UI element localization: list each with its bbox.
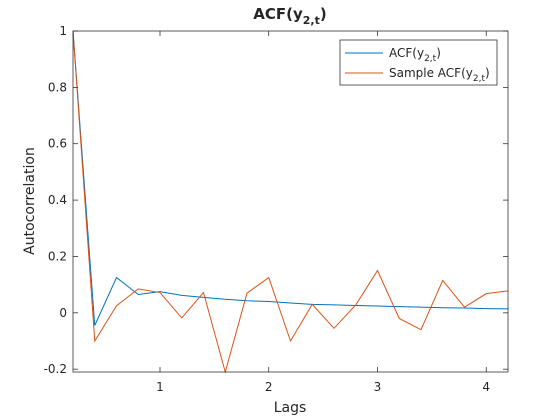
- legend-label-sample-acf: Sample ACF(y2,t): [389, 66, 490, 84]
- tick-layer: 1 2 3 4 -0.2 0 0.2 0.4 0.6 0.8 1: [44, 24, 508, 394]
- y-tick-label: 1: [59, 24, 67, 38]
- plot-area: [73, 31, 508, 372]
- y-tick-label: -0.2: [44, 362, 67, 376]
- y-tick-label: 0.2: [48, 249, 67, 263]
- chart-title-main: ACF(y: [253, 5, 303, 23]
- chart-title-subscript: 2,t: [303, 14, 320, 27]
- series-line-sample-acf: [72, 30, 509, 374]
- y-tick-label: 0.6: [48, 137, 67, 151]
- legend-box: [339, 39, 498, 86]
- x-tick-label: 2: [265, 380, 273, 394]
- x-axis-label: Lags: [274, 400, 307, 416]
- legend: ACF(y2,t) Sample ACF(y2,t): [339, 39, 498, 86]
- y-tick-label: 0.8: [48, 80, 67, 94]
- x-tick-label: 1: [156, 380, 164, 394]
- legend-label-acf: ACF(y2,t): [389, 46, 441, 64]
- series-layer: [72, 30, 509, 374]
- chart-title-end: ): [320, 5, 327, 23]
- plot-frame: [72, 30, 509, 373]
- series-line-acf: [72, 30, 509, 326]
- x-tick-label: 3: [374, 380, 382, 394]
- x-tick-label: 4: [482, 380, 490, 394]
- y-axis-label: Autocorrelation: [22, 147, 38, 255]
- y-tick-label: 0: [59, 306, 67, 320]
- y-tick-label: 0.4: [48, 193, 67, 207]
- chart-title: ACF(y2,t): [253, 5, 326, 27]
